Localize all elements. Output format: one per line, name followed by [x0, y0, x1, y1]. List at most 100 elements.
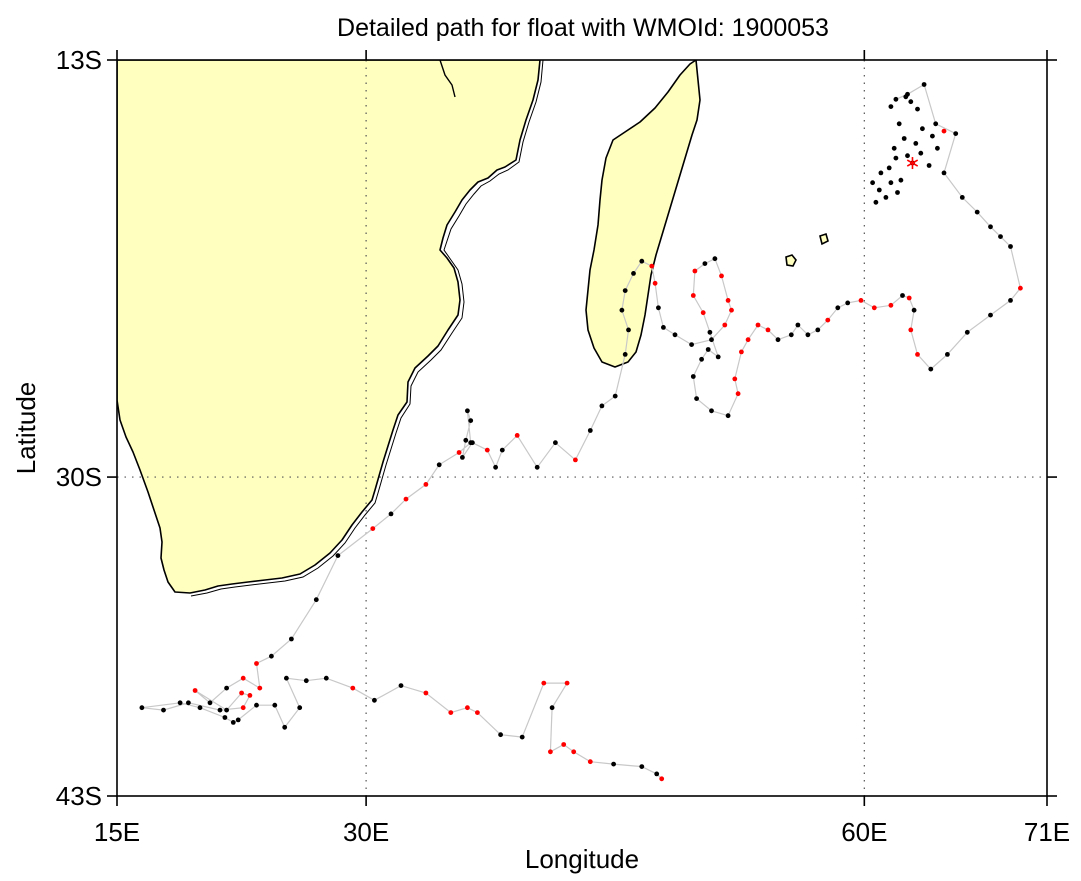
float-position-point	[456, 450, 462, 455]
float-position-point	[895, 190, 900, 195]
float-position-point	[631, 271, 636, 276]
float-position-point	[468, 418, 474, 423]
float-position-point	[1018, 285, 1023, 291]
float-position-point	[468, 440, 474, 446]
x-tick-label-15E: 15E	[94, 817, 140, 847]
float-position-point	[705, 347, 711, 352]
float-position-point	[652, 280, 658, 286]
float-position-point	[639, 764, 645, 769]
float-position-point	[534, 464, 540, 470]
float-position-point	[815, 327, 821, 333]
float-position-point	[284, 675, 289, 681]
float-position-point	[548, 749, 553, 755]
x-tick-label-71E: 71E	[1024, 817, 1070, 847]
map-title: Detailed path for float with WMOId: 1900…	[337, 14, 829, 42]
float-position-point	[690, 293, 696, 298]
float-position-point	[1008, 298, 1013, 303]
float-position-point	[553, 440, 558, 446]
float-position-point	[465, 705, 470, 711]
float-position-point	[192, 688, 198, 693]
float-position-point	[269, 653, 274, 659]
float-position-point	[888, 302, 894, 308]
float-position-point	[661, 325, 666, 330]
float-position-point	[876, 187, 882, 193]
float-position-point	[350, 685, 356, 691]
float-position-point	[398, 683, 404, 688]
float-position-point	[805, 332, 811, 338]
float-position-point	[964, 329, 970, 335]
float-position-point	[217, 707, 223, 713]
float-position-point	[222, 715, 228, 720]
float-position-point	[272, 702, 278, 708]
y-tick-label-30S: 30S	[56, 462, 102, 492]
float-position-point	[448, 710, 454, 715]
float-position-point	[622, 288, 628, 293]
float-position-point	[423, 690, 429, 696]
float-position-point	[626, 327, 631, 333]
y-tick-label-13S: 13S	[56, 45, 102, 75]
float-position-point	[707, 329, 713, 335]
float-position-point	[549, 705, 555, 711]
madagascar-landmass	[585, 60, 701, 368]
float-position-point	[988, 312, 993, 318]
float-position-point	[224, 685, 230, 691]
float-position-point	[659, 776, 665, 782]
float-position-point	[915, 106, 920, 112]
float-position-point	[888, 180, 894, 186]
float-position-point	[599, 403, 605, 409]
y-tick-label-43S: 43S	[56, 781, 102, 811]
float-position-point	[388, 511, 394, 517]
float-position-point	[240, 675, 246, 681]
float-position-point	[207, 700, 213, 706]
float-position-point	[573, 457, 578, 463]
float-position-point	[935, 145, 940, 151]
float-position-point	[913, 141, 919, 146]
float-position-point	[257, 685, 263, 691]
float-position-point	[735, 391, 741, 397]
float-position-point	[587, 428, 593, 433]
float-position-point	[911, 307, 917, 313]
float-position-point	[908, 327, 914, 333]
float-position-point	[323, 675, 329, 681]
float-position-point	[587, 759, 593, 765]
float-position-point	[941, 170, 947, 176]
float-position-point	[197, 705, 203, 711]
float-position-point	[871, 305, 877, 311]
float-position-point	[639, 258, 645, 264]
float-position-point	[712, 256, 718, 262]
float-position-point	[941, 128, 947, 134]
float-position-point	[519, 734, 525, 740]
float-position-point	[906, 295, 912, 301]
float-position-point	[725, 298, 731, 303]
float-position-point	[370, 526, 376, 531]
float-position-point	[499, 447, 505, 453]
float-position-point	[719, 273, 724, 279]
float-position-point	[835, 305, 841, 311]
float-position-point	[564, 680, 570, 686]
africa-landmass	[117, 60, 541, 594]
float-position-point	[886, 165, 892, 171]
float-position-point	[423, 482, 429, 487]
float-position-point	[888, 104, 894, 109]
float-position-point	[239, 690, 245, 696]
axis-ticks: 15E 30E 60E 71E 13S 30S 43S	[56, 45, 1070, 847]
float-position-point	[878, 170, 884, 176]
float-position-point	[622, 352, 628, 357]
float-position-point	[739, 349, 744, 355]
float-position-point	[953, 131, 959, 137]
float-position-point	[745, 337, 751, 343]
float-position-point	[619, 307, 625, 313]
float-position-point	[403, 496, 409, 502]
float-position-point	[436, 462, 442, 468]
float-position-point	[788, 332, 794, 338]
float-position-point	[186, 700, 191, 706]
float-track-line	[141, 83, 1022, 780]
x-tick-label-60E: 60E	[841, 817, 887, 847]
float-position-point	[933, 121, 939, 127]
float-position-point	[303, 678, 309, 684]
float-position-point	[649, 263, 655, 269]
float-position-point	[715, 354, 721, 360]
float-position-point	[161, 707, 166, 713]
float-position-point	[465, 408, 470, 414]
